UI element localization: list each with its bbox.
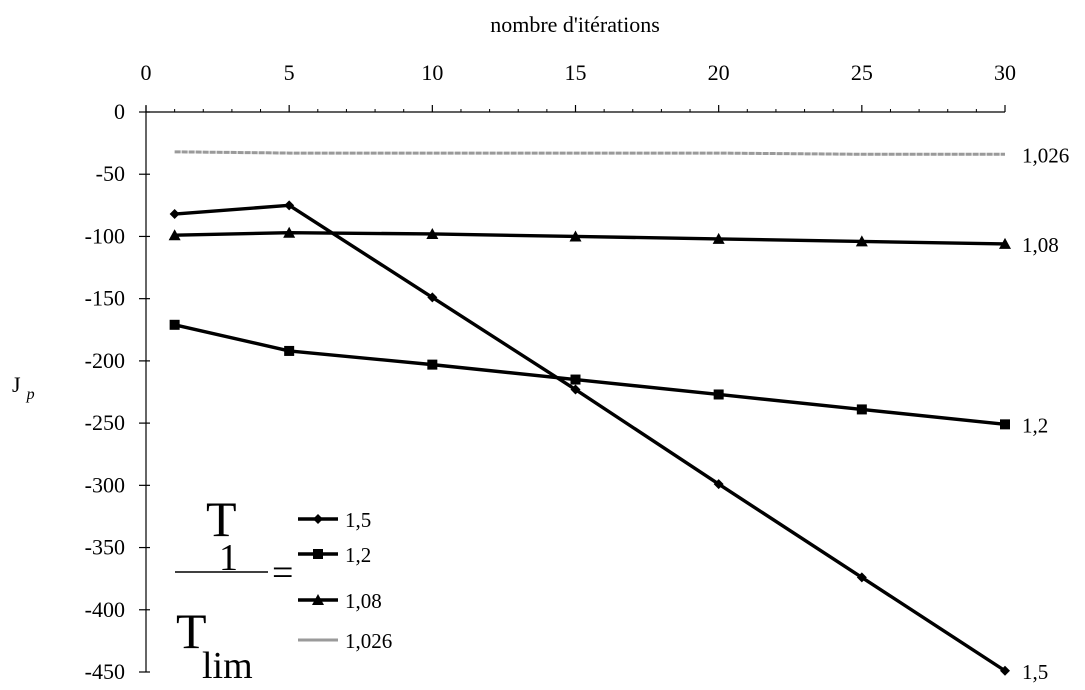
x-tick-label: 5 (284, 60, 295, 85)
y-tick-label: -450 (85, 659, 125, 684)
series-1-5 (169, 200, 1010, 676)
legend-fraction-denominator: T (176, 603, 207, 659)
legend-entry: 1,5 (298, 508, 371, 532)
diamond-marker (1000, 665, 1010, 676)
triangle-marker (712, 232, 725, 244)
series-line (174, 323, 1006, 427)
square-marker (713, 389, 724, 400)
x-tick-label: 0 (141, 60, 152, 85)
square-marker (1000, 419, 1010, 430)
x-tick-label: 10 (421, 60, 443, 85)
y-tick-label: -100 (85, 223, 125, 248)
legend-fraction-numerator: T (206, 491, 237, 547)
axes (139, 105, 1006, 673)
series-end-label: 1,2 (1022, 413, 1048, 437)
y-tick-label: 0 (114, 99, 125, 124)
diamond-marker (313, 514, 323, 524)
series-1-2 (169, 319, 1010, 430)
labels-layer: 0 5 10 15 20 25 30 0 -50 -100 -150 -200 -250 -300 -350… (12, 12, 1069, 684)
x-tick-label: 25 (851, 60, 873, 85)
legend-entry: 1,08 (298, 589, 382, 613)
series-layer (168, 150, 1011, 676)
legend-label: 1,2 (345, 543, 371, 567)
x-tick-label: 15 (565, 60, 587, 85)
triangle-marker (283, 226, 296, 238)
legend-entry: 1,2 (298, 543, 371, 567)
diamond-marker (570, 384, 581, 395)
legend-entry: 1,026 (298, 629, 392, 653)
series-end-label: 1,08 (1022, 233, 1059, 257)
y-tick-label: -200 (85, 348, 125, 373)
legend-equals: = (272, 552, 293, 594)
y-tick-label: -350 (85, 535, 125, 560)
triangle-marker (569, 230, 582, 242)
square-marker (570, 374, 581, 385)
x-axis-title: nombre d'itérations (490, 12, 660, 37)
square-marker (284, 345, 295, 356)
y-tick-label: -150 (85, 286, 125, 311)
legend-label: 1,5 (345, 508, 371, 532)
y-tick-label: -400 (85, 597, 125, 622)
x-tick-label: 20 (708, 60, 730, 85)
series-end-label: 1,5 (1022, 660, 1048, 684)
diamond-marker (427, 292, 438, 303)
legend-fraction-numerator-subscript: 1 (219, 537, 238, 579)
x-tick-label: 30 (994, 60, 1016, 85)
y-tick-label: -250 (85, 410, 125, 435)
triangle-marker (168, 229, 181, 241)
series-1-08 (168, 226, 1011, 249)
triangle-marker (312, 594, 324, 605)
y-axis-title-main: J (12, 372, 21, 397)
triangle-marker (426, 227, 439, 239)
legend-fraction-denominator-subscript: lim (202, 645, 253, 685)
legend-label: 1,026 (345, 629, 392, 653)
diamond-marker (284, 200, 295, 211)
square-marker (427, 359, 438, 370)
square-marker (856, 404, 867, 415)
series-line (174, 231, 1006, 246)
legend-label: 1,08 (345, 589, 382, 613)
square-marker (169, 319, 180, 330)
diamond-marker (169, 209, 180, 220)
y-axis-title-subscript: p (26, 386, 35, 403)
triangle-marker (855, 235, 868, 247)
y-tick-label: -50 (96, 161, 125, 186)
series-line (174, 150, 1005, 156)
diamond-marker (713, 479, 724, 490)
series-1-026 (174, 150, 1005, 156)
series-end-label: 1,026 (1022, 143, 1069, 167)
diamond-marker (856, 572, 867, 583)
y-tick-label: -300 (85, 472, 125, 497)
square-marker (313, 549, 323, 559)
triangle-marker (999, 237, 1011, 249)
